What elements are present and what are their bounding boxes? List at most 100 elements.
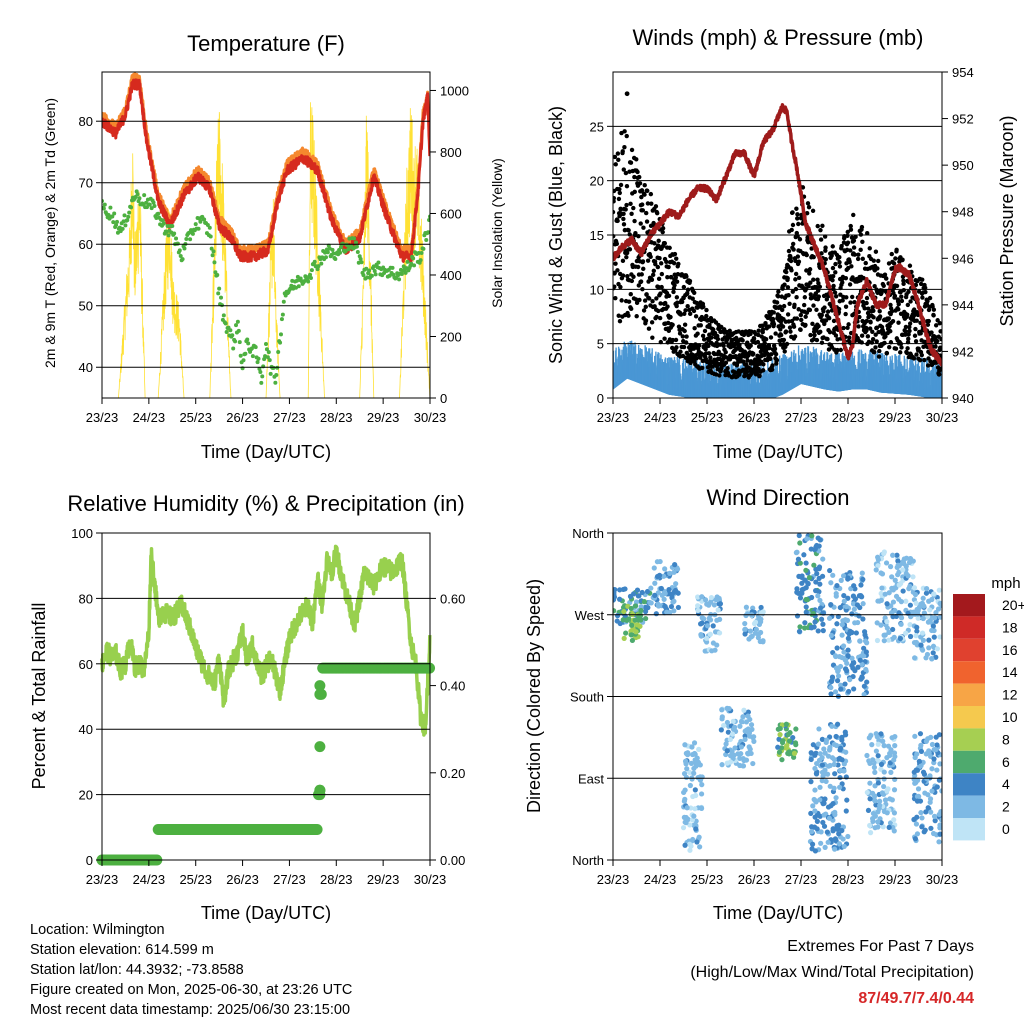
direction-point	[920, 595, 926, 601]
direction-point	[929, 788, 935, 794]
gust-point	[796, 221, 801, 227]
colorbar-swatch	[953, 616, 985, 639]
direction-point	[925, 792, 931, 798]
gust-point	[616, 157, 621, 163]
gust-point	[783, 329, 789, 334]
dewpoint-point	[234, 323, 239, 328]
gust-point	[822, 305, 827, 310]
gust-point	[788, 255, 793, 260]
direction-point	[812, 848, 819, 854]
gust-point	[873, 249, 879, 254]
direction-point	[747, 628, 754, 634]
station-pressure-line	[613, 103, 942, 367]
gust-point	[705, 365, 711, 370]
gust-point	[766, 324, 772, 329]
gust-point	[790, 222, 796, 228]
direction-point	[829, 723, 835, 729]
direction-point	[896, 569, 902, 575]
gust-point	[907, 328, 912, 334]
direction-point	[669, 591, 675, 598]
gust-point	[786, 248, 792, 254]
direction-point	[828, 580, 834, 586]
gust-point	[863, 260, 868, 266]
direction-point	[812, 752, 818, 758]
gust-point	[639, 188, 645, 193]
direction-point	[936, 839, 942, 845]
gust-point	[656, 308, 661, 314]
gust-point	[623, 170, 629, 176]
gust-point	[656, 284, 661, 290]
gust-point	[808, 280, 813, 285]
direction-point	[623, 630, 629, 636]
direction-point	[684, 805, 690, 811]
precipitation-point	[314, 784, 326, 796]
gust-point	[654, 296, 659, 301]
direction-point	[821, 812, 827, 818]
figure-created: Figure created on Mon, 2025-06-30, at 23…	[30, 982, 353, 998]
humidity-chart-title: Relative Humidity (%) & Precipitation (i…	[67, 491, 464, 516]
direction-point	[919, 815, 925, 821]
direction-point	[712, 629, 719, 635]
dewpoint-point	[156, 211, 161, 216]
direction-point	[691, 740, 698, 746]
gust-point	[851, 212, 856, 218]
gust-point	[743, 329, 749, 334]
direction-point	[926, 637, 932, 643]
dewpoint-point	[190, 231, 195, 236]
dewpoint-point	[198, 219, 203, 224]
gust-point	[830, 265, 836, 271]
y-tick-label: 50	[79, 299, 93, 314]
direction-point	[818, 829, 824, 835]
gust-point	[618, 284, 623, 290]
gust-point	[744, 369, 750, 375]
gust-point	[920, 295, 925, 300]
dewpoint-point	[177, 248, 182, 253]
x-tick-label: 27/23	[785, 410, 818, 425]
x-tick-label: 23/23	[86, 410, 119, 425]
y-tick-label: 5	[597, 337, 604, 352]
gust-point	[680, 334, 685, 339]
gust-point	[803, 322, 808, 328]
direction-point	[828, 691, 834, 697]
gust-point	[628, 292, 633, 297]
direction-point	[817, 605, 824, 611]
direction-point	[796, 628, 803, 635]
direction-point	[869, 742, 875, 748]
direction-point	[879, 585, 885, 591]
gust-point	[704, 313, 709, 319]
gust-point	[619, 298, 624, 303]
gust-point	[810, 208, 816, 213]
direction-point	[936, 732, 942, 738]
gust-point	[690, 296, 695, 301]
direction-point	[730, 718, 736, 724]
gust-point	[831, 283, 836, 289]
direction-point	[808, 779, 814, 785]
gust-point	[790, 210, 795, 215]
gust-point	[756, 332, 761, 338]
direction-point	[870, 810, 877, 817]
direction-point	[841, 598, 847, 604]
gust-point	[836, 306, 842, 312]
direction-point	[818, 840, 824, 846]
gust-point	[622, 145, 627, 150]
direction-point	[655, 590, 661, 596]
dewpoint-point	[268, 371, 273, 376]
direction-point	[934, 646, 941, 652]
direction-point	[635, 593, 641, 599]
gust-point	[833, 333, 839, 338]
dewpoint-point	[127, 210, 132, 215]
gust-point	[911, 356, 917, 361]
direction-point	[696, 834, 702, 840]
direction-point	[820, 801, 826, 807]
dewpoint-point	[223, 321, 228, 326]
extremes-summary: Extremes For Past 7 Days (High/Low/Max W…	[690, 934, 974, 1012]
direction-point	[742, 631, 748, 637]
direction-point	[914, 798, 921, 804]
direction-point	[817, 784, 823, 790]
direction-point	[926, 645, 932, 651]
direction-point	[786, 738, 793, 744]
gust-point	[623, 207, 628, 212]
gust-point	[804, 252, 809, 258]
colorbar-swatch	[953, 706, 985, 729]
gust-point	[613, 261, 618, 266]
